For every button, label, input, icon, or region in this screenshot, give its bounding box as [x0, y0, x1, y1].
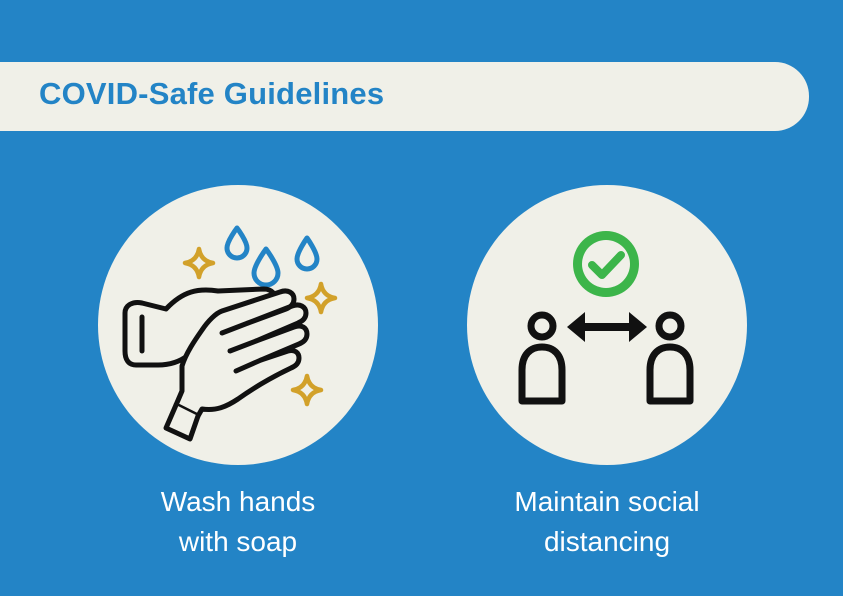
icon-circle — [467, 185, 747, 465]
water-drop-icon — [224, 225, 320, 288]
guideline-caption: Maintain social distancing — [427, 482, 787, 562]
sparkle-icon — [182, 246, 338, 407]
guideline-caption: Wash hands with soap — [58, 482, 418, 562]
guideline-card-wash-hands: Wash hands with soap — [98, 185, 378, 557]
guideline-card-social-distancing: Maintain social distancing — [467, 185, 747, 557]
social-distancing-icon — [518, 231, 694, 405]
washing-hands-icon — [122, 225, 338, 442]
guideline-caption-line: distancing — [543, 526, 671, 557]
title-banner: COVID-Safe Guidelines — [0, 62, 809, 131]
page-title: COVID-Safe Guidelines — [39, 76, 385, 111]
guideline-caption-line: Wash hands — [160, 486, 316, 517]
person-icon — [518, 311, 566, 405]
guideline-caption-line: with soap — [178, 526, 298, 557]
double-arrow-icon — [567, 312, 647, 342]
guideline-caption-line: Maintain social — [514, 486, 700, 517]
check-circle-icon — [573, 231, 639, 297]
front-hand-icon — [163, 288, 310, 442]
icon-circle — [98, 185, 378, 465]
person-icon — [646, 311, 694, 405]
